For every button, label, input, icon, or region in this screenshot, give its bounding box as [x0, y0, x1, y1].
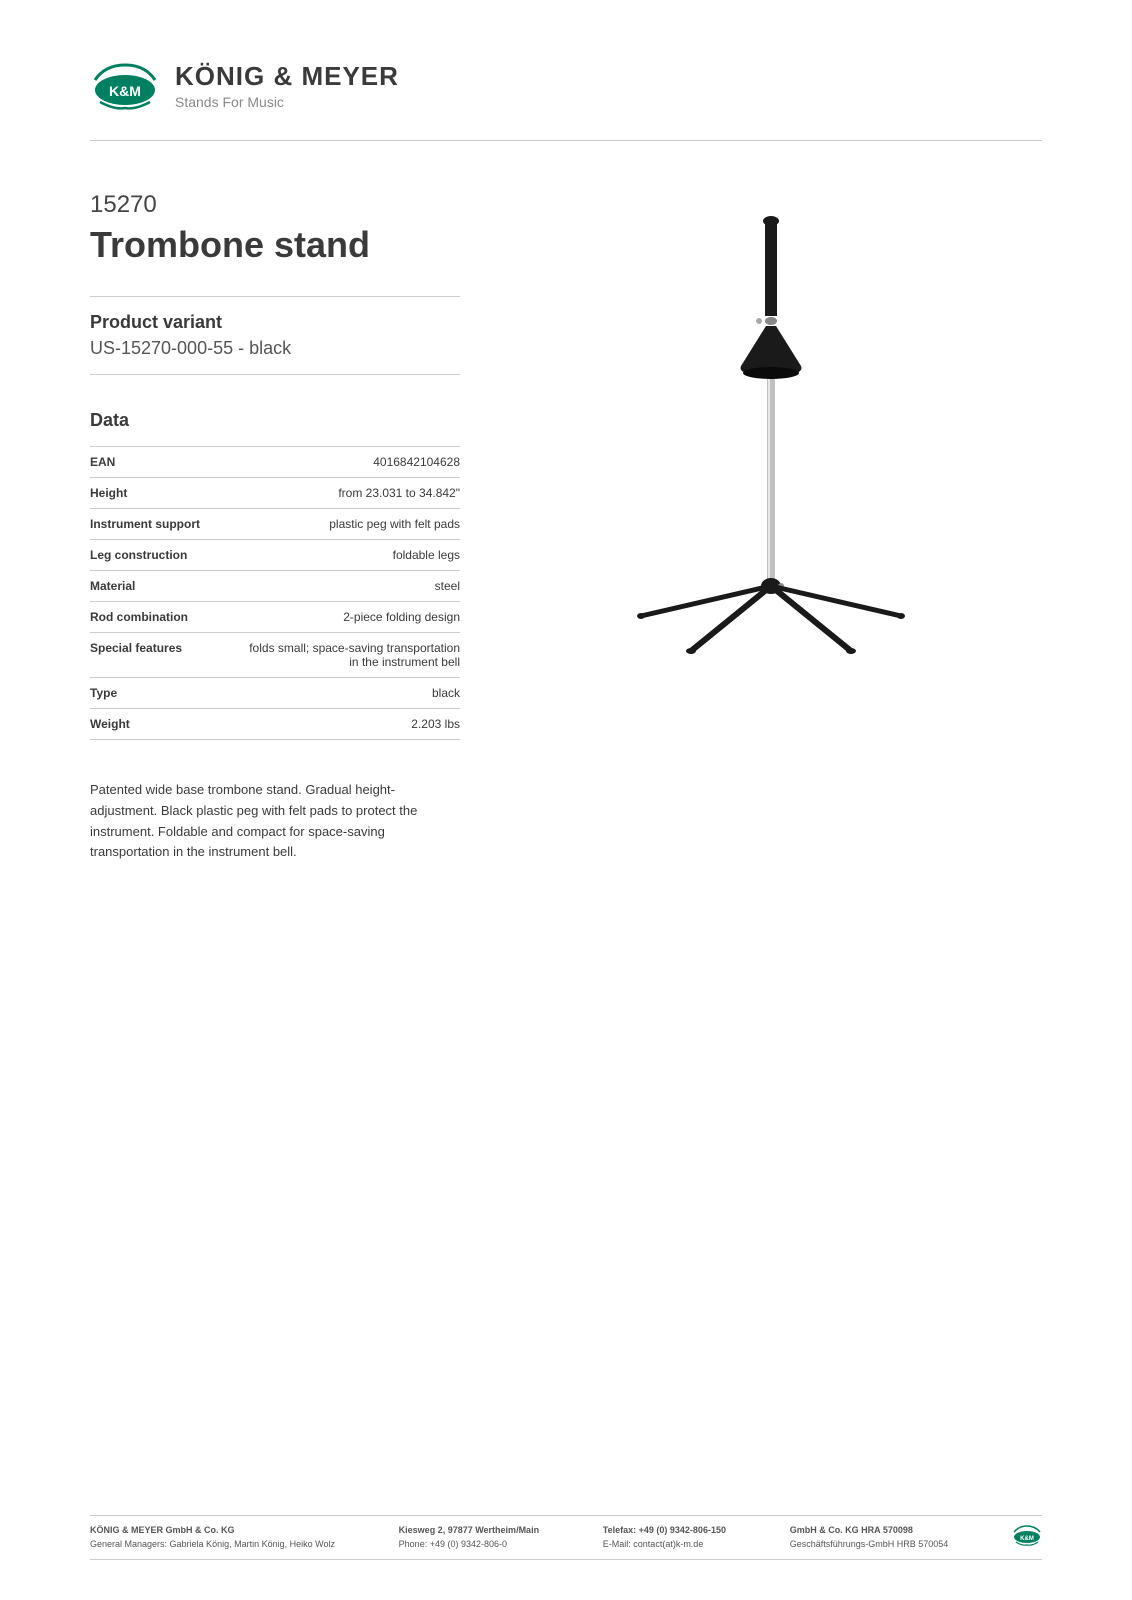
- brand-tagline: Stands For Music: [175, 94, 399, 110]
- variant-text: US-15270-000-55 - black: [90, 338, 460, 359]
- footer-col-4: GmbH & Co. KG HRA 570098 Geschäftsführun…: [790, 1524, 949, 1551]
- spec-value: 2.203 lbs: [240, 709, 460, 740]
- table-row: Instrument support plastic peg with felt…: [90, 509, 460, 540]
- table-row: Special features folds small; space-savi…: [90, 633, 460, 678]
- footer-hra: GmbH & Co. KG HRA 570098: [790, 1525, 913, 1535]
- brand-name: KÖNIG & MEYER: [175, 61, 399, 92]
- page-header: K&M KÖNIG & MEYER Stands For Music: [90, 60, 1042, 110]
- svg-text:K&M: K&M: [109, 83, 141, 99]
- product-description: Patented wide base trombone stand. Gradu…: [90, 780, 430, 863]
- product-image: [611, 191, 931, 671]
- right-column: [500, 191, 1042, 863]
- spec-label: Leg construction: [90, 540, 240, 571]
- variant-bottom-divider: [90, 374, 460, 375]
- header-divider: [90, 140, 1042, 141]
- table-row: Type black: [90, 678, 460, 709]
- spec-value: from 23.031 to 34.842": [240, 478, 460, 509]
- table-row: EAN 4016842104628: [90, 447, 460, 478]
- spec-label: Instrument support: [90, 509, 240, 540]
- spec-label: Height: [90, 478, 240, 509]
- spec-value: plastic peg with felt pads: [240, 509, 460, 540]
- spec-value: 2-piece folding design: [240, 602, 460, 633]
- table-row: Material steel: [90, 571, 460, 602]
- footer-managers: General Managers: Gabriela König, Martin…: [90, 1539, 335, 1549]
- footer-company: KÖNIG & MEYER GmbH & Co. KG: [90, 1525, 235, 1535]
- spec-label: Type: [90, 678, 240, 709]
- table-row: Leg construction foldable legs: [90, 540, 460, 571]
- footer-km-logo-icon: K&M: [1012, 1524, 1042, 1546]
- variant-top-divider: [90, 296, 460, 297]
- spec-value: foldable legs: [240, 540, 460, 571]
- spec-label: Rod combination: [90, 602, 240, 633]
- table-row: Rod combination 2-piece folding design: [90, 602, 460, 633]
- footer-email: E-Mail: contact(at)k-m.de: [603, 1539, 704, 1549]
- left-column: 15270 Trombone stand Product variant US-…: [90, 191, 460, 863]
- data-heading: Data: [90, 410, 460, 431]
- table-row: Height from 23.031 to 34.842": [90, 478, 460, 509]
- page-footer: KÖNIG & MEYER GmbH & Co. KG General Mana…: [90, 1515, 1042, 1560]
- spec-label: EAN: [90, 447, 240, 478]
- footer-col-2: Kiesweg 2, 97877 Wertheim/Main Phone: +4…: [399, 1524, 539, 1551]
- table-row: Weight 2.203 lbs: [90, 709, 460, 740]
- spec-value: steel: [240, 571, 460, 602]
- footer-col-3: Telefax: +49 (0) 9342-806-150 E-Mail: co…: [603, 1524, 726, 1551]
- km-logo-icon: K&M: [90, 60, 160, 110]
- footer-col-1: KÖNIG & MEYER GmbH & Co. KG General Mana…: [90, 1524, 335, 1551]
- footer-phone: Phone: +49 (0) 9342-806-0: [399, 1539, 507, 1549]
- variant-heading: Product variant: [90, 312, 460, 333]
- spec-label: Material: [90, 571, 240, 602]
- main-content: 15270 Trombone stand Product variant US-…: [90, 191, 1042, 863]
- footer-hrb: Geschäftsführungs-GmbH HRB 570054: [790, 1539, 949, 1549]
- footer-content: KÖNIG & MEYER GmbH & Co. KG General Mana…: [90, 1524, 1042, 1551]
- footer-bottom-divider: [90, 1559, 1042, 1560]
- spec-label: Special features: [90, 633, 240, 678]
- footer-top-divider: [90, 1515, 1042, 1516]
- specs-table: EAN 4016842104628 Height from 23.031 to …: [90, 446, 460, 740]
- spec-value: black: [240, 678, 460, 709]
- logo-text-block: KÖNIG & MEYER Stands For Music: [175, 61, 399, 110]
- product-title: Trombone stand: [90, 224, 460, 266]
- spec-value: folds small; space-saving transportation…: [240, 633, 460, 678]
- spec-value: 4016842104628: [240, 447, 460, 478]
- footer-fax: Telefax: +49 (0) 9342-806-150: [603, 1525, 726, 1535]
- svg-text:K&M: K&M: [1020, 1536, 1034, 1542]
- footer-address: Kiesweg 2, 97877 Wertheim/Main: [399, 1525, 539, 1535]
- spec-label: Weight: [90, 709, 240, 740]
- product-number: 15270: [90, 191, 460, 219]
